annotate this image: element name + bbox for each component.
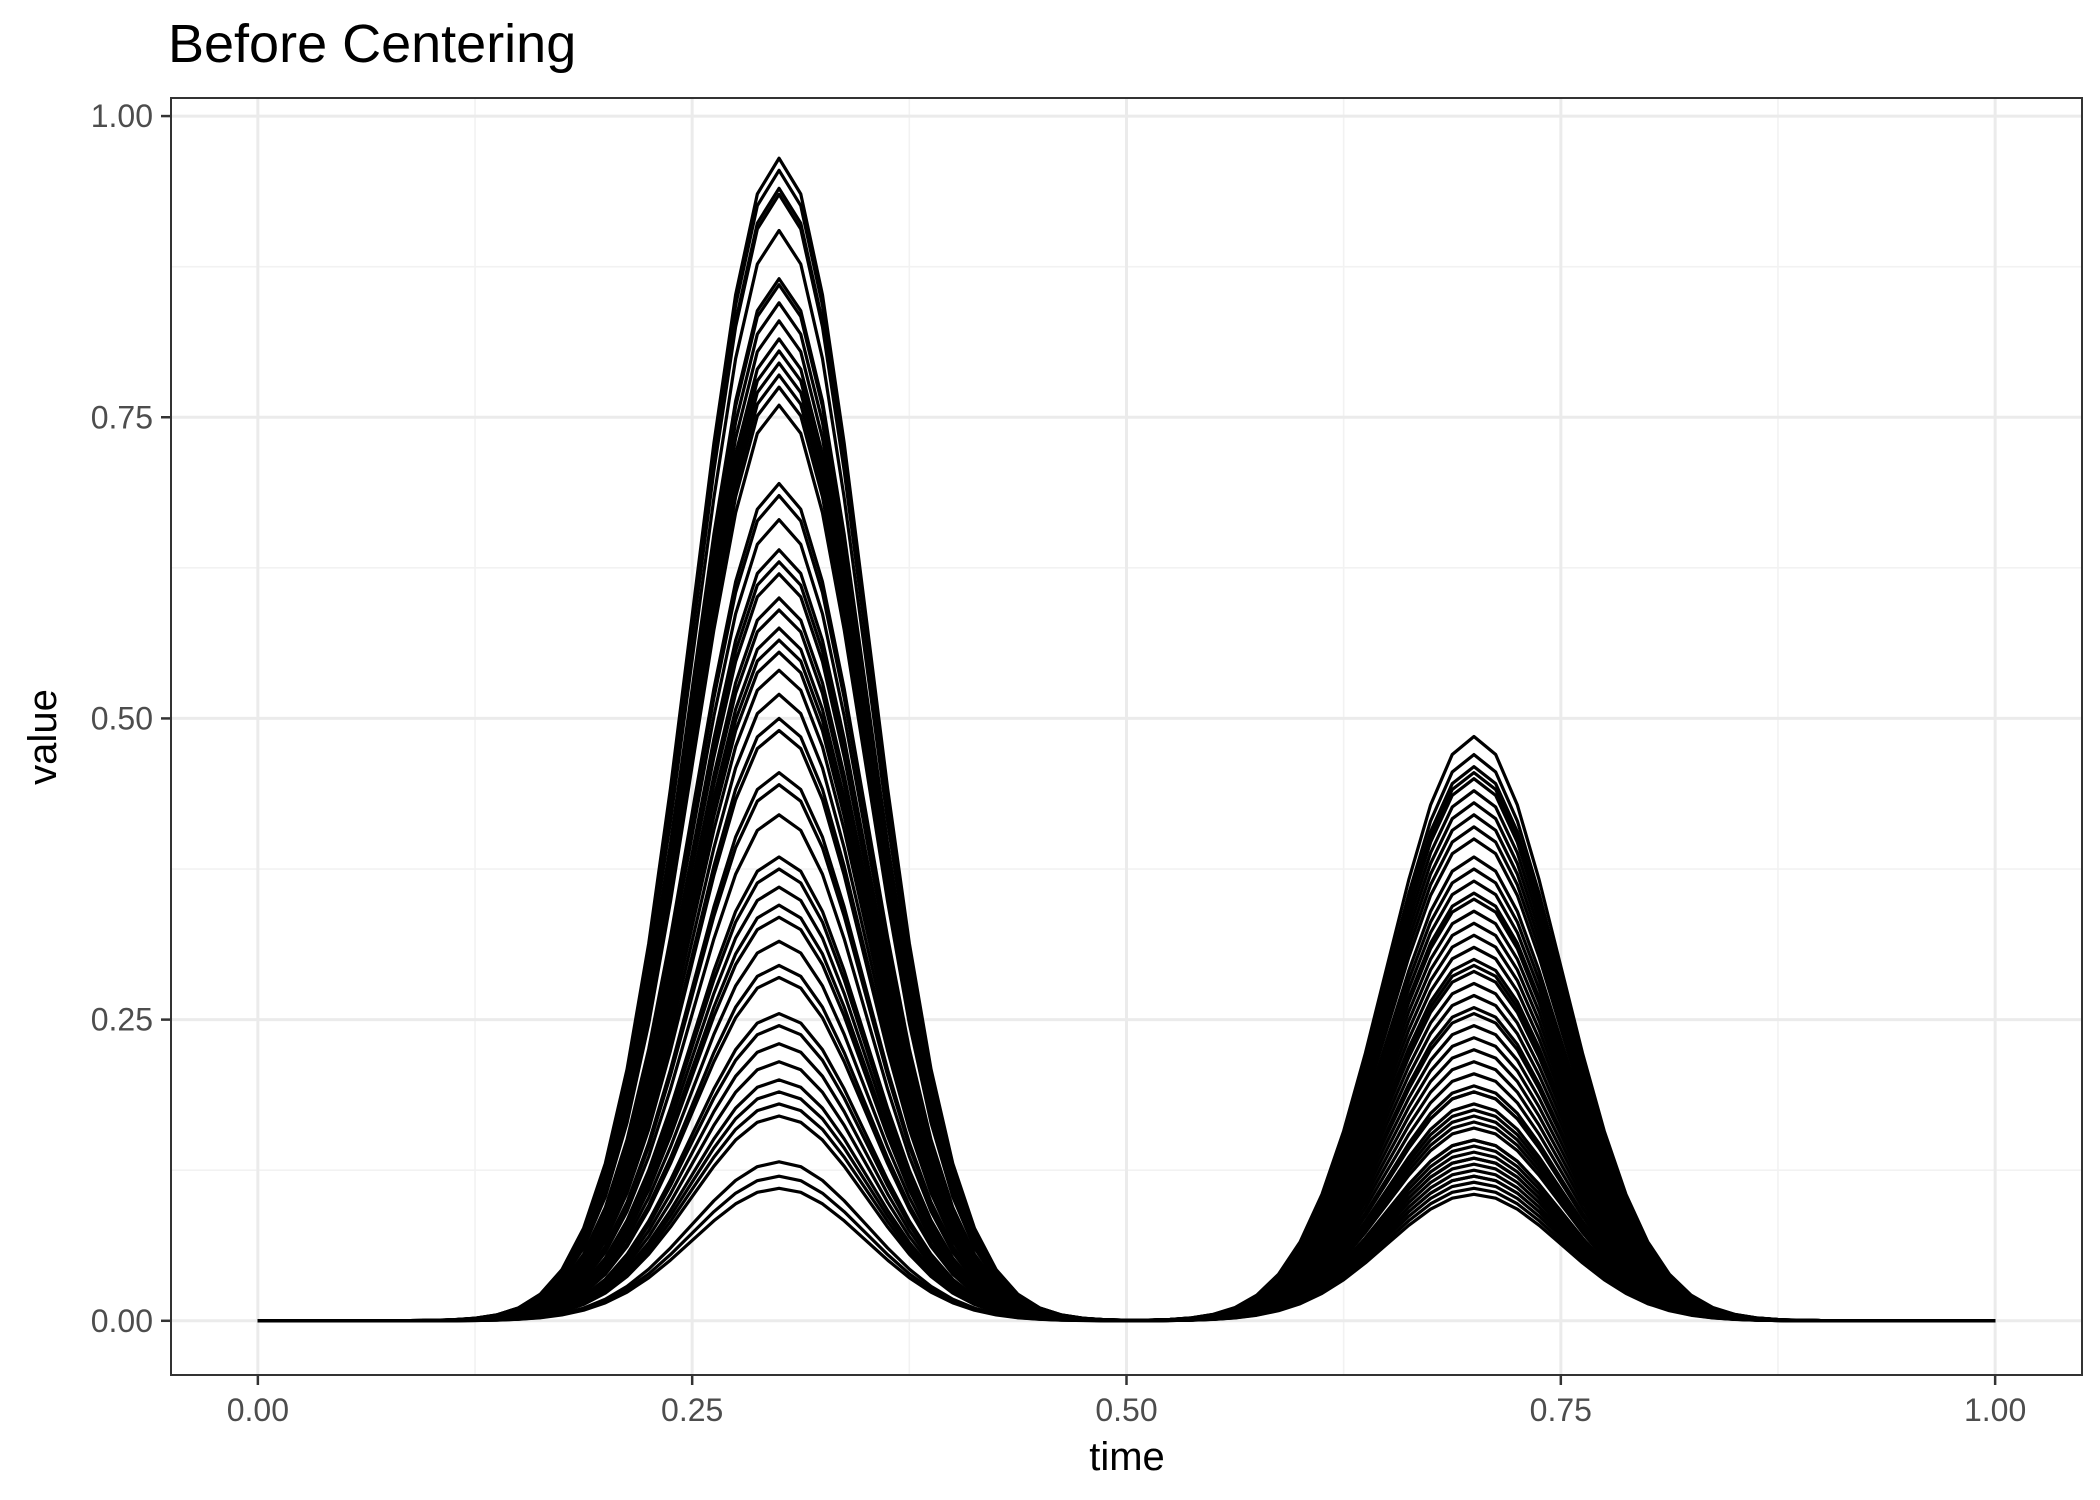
x-tick-label: 0.00	[227, 1392, 289, 1428]
chart-title: Before Centering	[168, 14, 576, 74]
x-tick-label: 0.25	[661, 1392, 723, 1428]
axes: 0.00 0.25 0.50 0.75 1.00 0.00 0.25 0.50 0.75 1.00	[91, 98, 2027, 1428]
x-tick-label: 0.75	[1530, 1392, 1592, 1428]
series-lines	[257, 156, 1996, 1323]
y-tick-label: 0.75	[91, 399, 153, 435]
y-axis-label: value	[21, 689, 65, 785]
x-axis-label: time	[1089, 1435, 1165, 1479]
x-tick-label: 1.00	[1964, 1392, 2026, 1428]
y-tick-label: 0.00	[91, 1303, 153, 1339]
x-tick-label: 0.50	[1095, 1392, 1157, 1428]
y-tick-label: 0.25	[91, 1002, 153, 1038]
y-tick-label: 0.50	[91, 700, 153, 736]
y-tick-label: 1.00	[91, 98, 153, 134]
series-line	[257, 1090, 1996, 1323]
